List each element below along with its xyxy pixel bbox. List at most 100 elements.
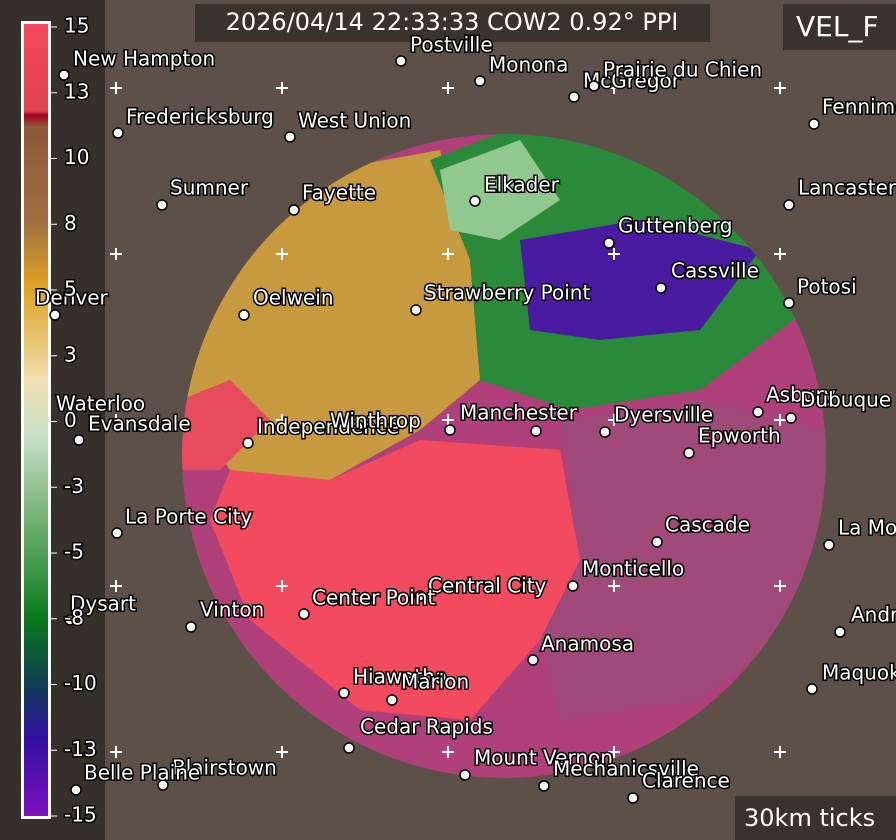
city-label: New Hampton: [73, 47, 215, 71]
city-label: Manchester: [460, 401, 578, 425]
product-label: VEL_F: [796, 10, 879, 43]
colorbar-tick-label: 8: [64, 211, 77, 235]
city-dot: [64, 614, 76, 626]
city-label: Andrew: [851, 603, 896, 627]
header-title: 2026/04/14 22:33:33 COW2 0.92° PPI: [226, 8, 679, 36]
city-label: Blairstown: [172, 756, 277, 780]
footer-box: [735, 796, 896, 840]
city-dot: [238, 309, 250, 321]
range-tick: [276, 746, 288, 758]
city-label: Fredericksburg: [126, 105, 274, 129]
city-dot: [599, 426, 611, 438]
city-dot: [284, 131, 296, 143]
city-label: Lancaster: [798, 176, 896, 200]
city-label: Hiawatha: [353, 665, 447, 689]
city-label: Dubuque: [800, 388, 891, 412]
range-tick: [276, 248, 288, 260]
city-dot: [343, 742, 355, 754]
city-dot: [414, 590, 426, 602]
range-tick: [442, 248, 454, 260]
city-label: Independence: [257, 415, 399, 439]
city-dot: [655, 282, 667, 294]
colorbar-panel: [0, 0, 105, 840]
city-label: Fennimore: [822, 95, 896, 119]
city-dot: [568, 91, 580, 103]
colorbar-tick-label: 5: [64, 277, 77, 301]
range-tick: [774, 414, 786, 426]
city-dot: [785, 412, 797, 424]
city-label: West Union: [298, 109, 411, 133]
city-dot: [49, 309, 61, 321]
city-dot: [73, 434, 85, 446]
city-dot: [588, 80, 600, 92]
colorbar-tick-label: 0: [64, 408, 77, 432]
city-dot: [783, 297, 795, 309]
city-dot: [469, 195, 481, 207]
city-dot: [527, 654, 539, 666]
city-label: Monona: [489, 53, 568, 77]
range-tick: [774, 746, 786, 758]
range-tick: [774, 82, 786, 94]
city-label: Cedar Rapids: [360, 715, 493, 739]
city-dot: [834, 626, 846, 638]
city-label: La Porte City: [125, 505, 252, 529]
colorbar-tick-label: 15: [64, 14, 89, 38]
city-label: Elkader: [484, 173, 560, 197]
colorbar-tick-label: 13: [64, 79, 89, 103]
city-label: Guttenberg: [618, 214, 732, 238]
city-label: McGregor: [583, 69, 681, 93]
range-tick: [442, 414, 454, 426]
range-tick: [276, 580, 288, 592]
city-label: Strawberry Point: [424, 281, 590, 305]
city-dot: [111, 527, 123, 539]
city-dot: [70, 784, 82, 796]
header-box: [195, 4, 710, 42]
city-label: Sumner: [170, 176, 249, 200]
range-tick: [608, 580, 620, 592]
city-dot: [683, 447, 695, 459]
range-ticks: [110, 82, 786, 758]
city-dot: [808, 118, 820, 130]
city-dot: [806, 683, 818, 695]
city-label: Mechanicsville: [553, 757, 699, 781]
range-tick: [110, 414, 122, 426]
city-dot: [410, 304, 422, 316]
range-tick: [608, 248, 620, 260]
city-dot: [338, 687, 350, 699]
range-tick: [276, 414, 288, 426]
colorbar-tick-label: -8: [64, 605, 84, 629]
city-label: Marion: [401, 670, 469, 694]
city-dot: [288, 204, 300, 216]
city-label: Cascade: [665, 513, 750, 537]
city-label: Denver: [35, 286, 109, 310]
range-tick: [110, 82, 122, 94]
range-tick: [110, 746, 122, 758]
city-label: Center Point: [312, 586, 435, 610]
colorbar-tick-label: 3: [64, 342, 77, 366]
city-dot: [298, 608, 310, 620]
scale-note: 30km ticks: [744, 804, 875, 832]
colorbar-tick-label: -3: [64, 474, 84, 498]
city-label: Dyersville: [614, 403, 713, 427]
city-dot: [627, 792, 639, 804]
city-label: Winthrop: [330, 409, 421, 433]
city-label: Dysart: [70, 592, 136, 616]
city-dot: [157, 779, 169, 791]
colorbar-tick-label: -10: [64, 671, 97, 695]
range-tick: [442, 746, 454, 758]
city-dot: [538, 780, 550, 792]
city-dot: [185, 621, 197, 633]
city-dot: [474, 75, 486, 87]
colorbar-tick-label: 10: [64, 145, 89, 169]
city-dot: [530, 425, 542, 437]
city-label: Oelwein: [253, 286, 334, 310]
colorbar: [24, 24, 48, 816]
city-label: Cassville: [671, 259, 759, 283]
range-tick: [774, 580, 786, 592]
range-tick: [608, 746, 620, 758]
city-label: Potosi: [797, 275, 857, 299]
range-tick: [774, 248, 786, 260]
city-label: Fayette: [302, 181, 376, 205]
